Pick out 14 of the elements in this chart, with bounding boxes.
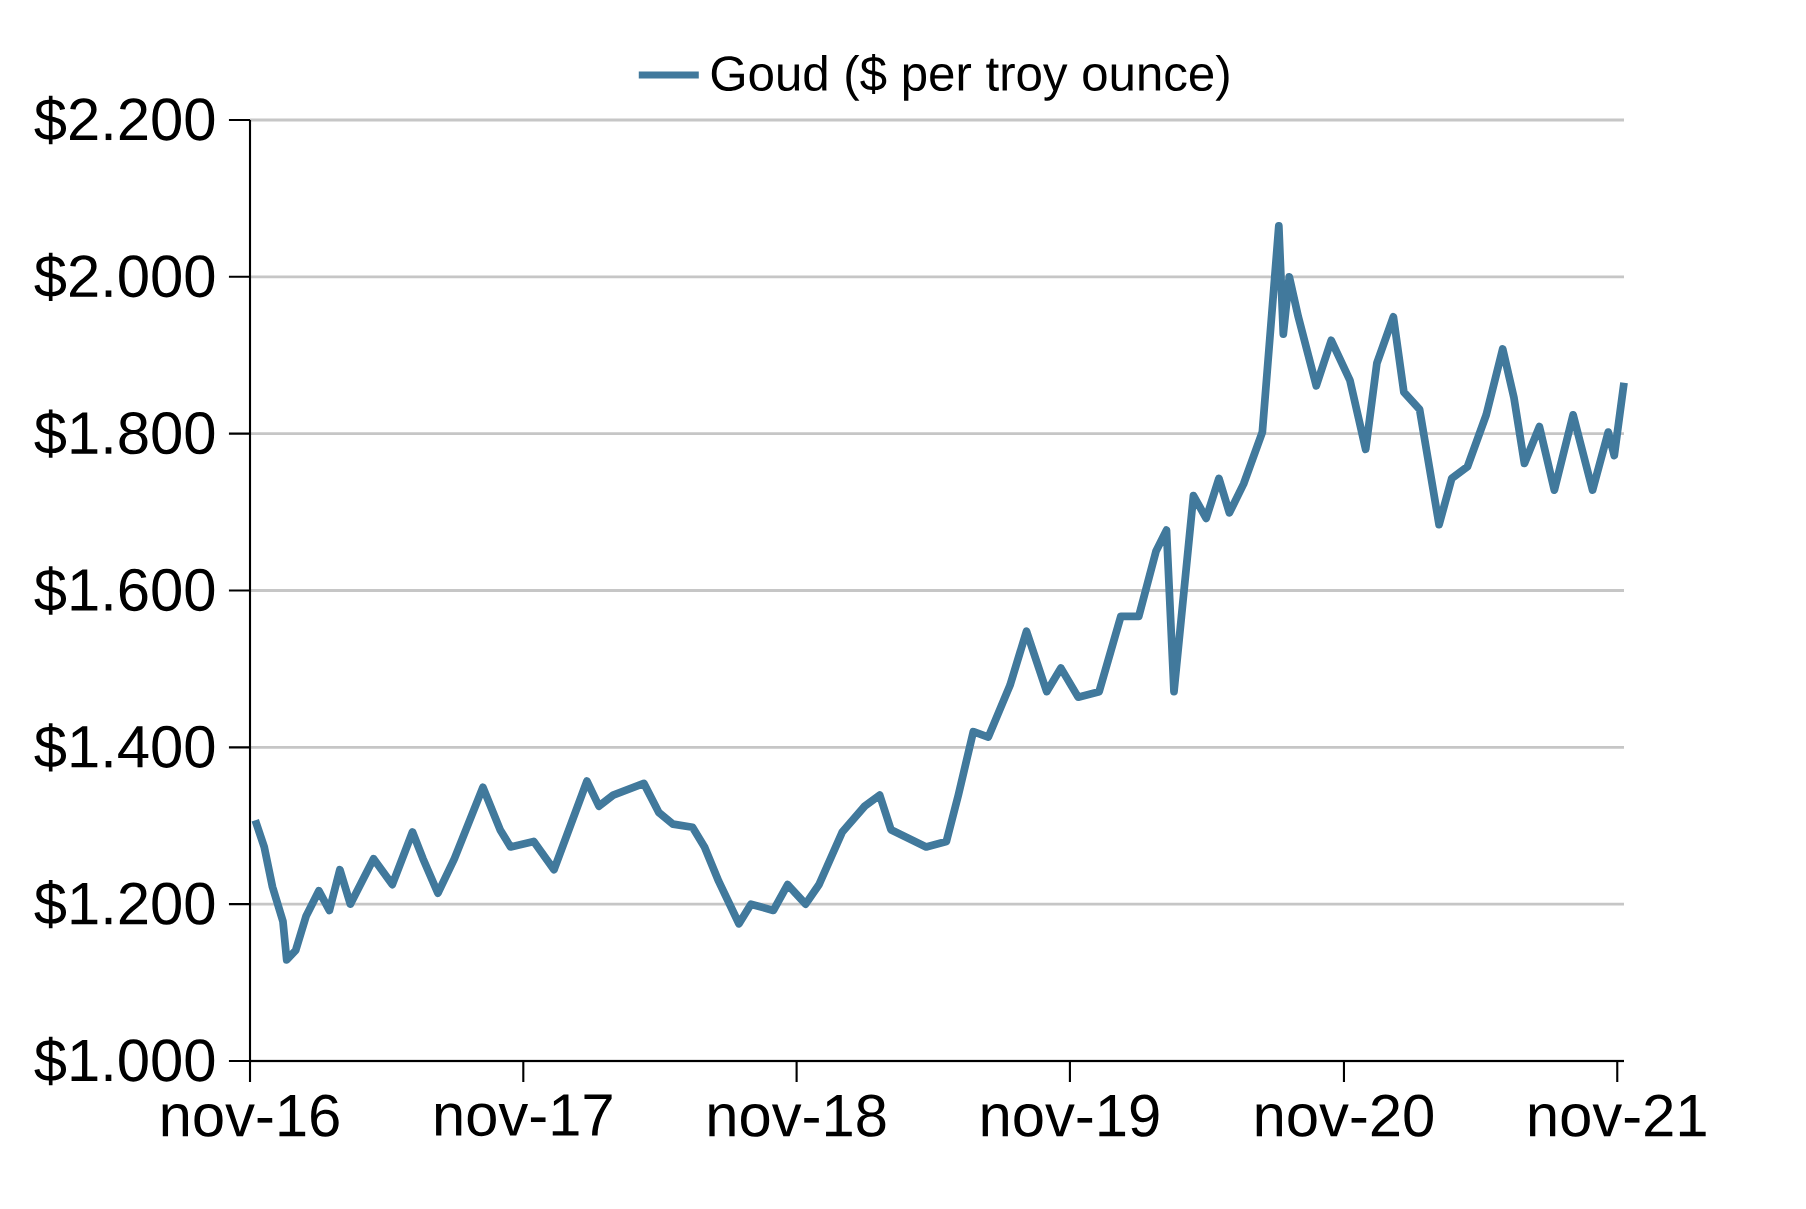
x-tick-label: nov-21 [1529, 1094, 1706, 1137]
legend-label: Goud ($ per troy ounce) [711, 54, 1229, 101]
x-tick-label: nov-19 [982, 1094, 1159, 1137]
y-tick-label: $1.600 [34, 566, 215, 615]
y-tick-label: $1.800 [34, 409, 215, 458]
y-tick-label: $1.200 [34, 879, 215, 929]
x-tick-label: nov-20 [1256, 1094, 1433, 1137]
x-tick-label: nov-18 [709, 1094, 886, 1137]
y-tick-label: $2.200 [34, 95, 215, 145]
y-tick-label: $2.000 [34, 252, 215, 301]
x-tick-label: nov-16 [162, 1094, 339, 1137]
y-tick-label: $1.000 [34, 1036, 215, 1086]
x-tick-label: nov-17 [435, 1094, 612, 1137]
y-tick-label: $1.400 [34, 723, 215, 772]
